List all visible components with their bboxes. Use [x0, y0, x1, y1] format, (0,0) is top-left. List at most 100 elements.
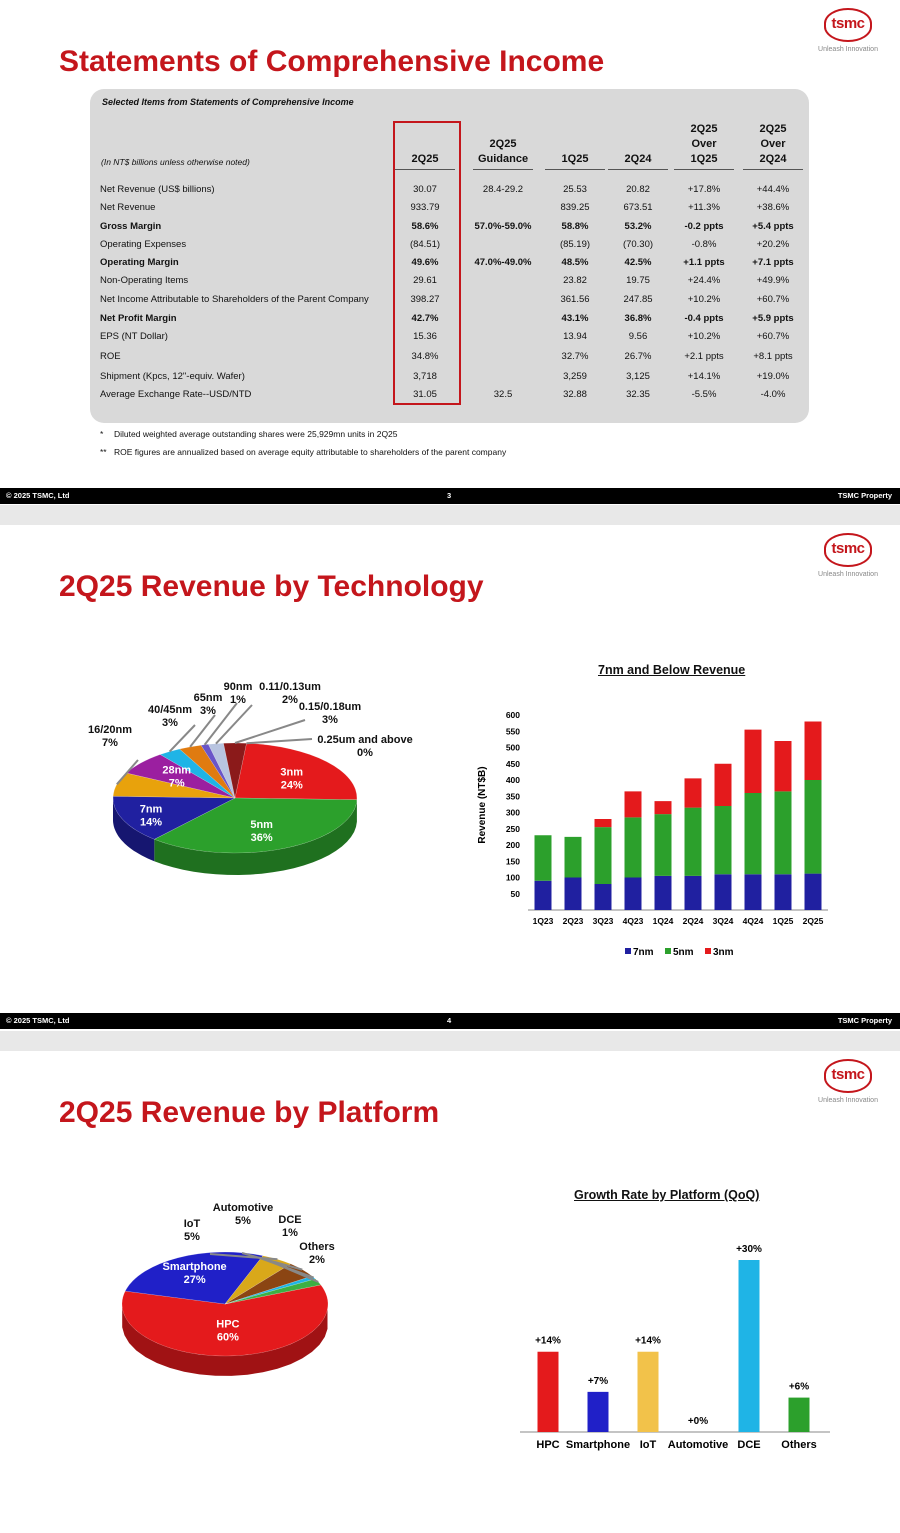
legend-swatch	[665, 948, 671, 954]
bar-segment-7nm	[594, 884, 612, 910]
bar-segment-5nm	[534, 835, 552, 881]
x-tick-label: 1Q23	[533, 916, 554, 926]
bar-segment-5nm	[714, 806, 732, 875]
slice-label: 1%	[230, 694, 246, 706]
x-tick-label: 4Q23	[623, 916, 644, 926]
slice-label: Others	[299, 1241, 334, 1253]
table-row: Shipment (Kpcs, 12"-equiv. Wafer) 3,718 3,…	[100, 371, 800, 389]
table-cell: 839.25	[560, 202, 590, 213]
y-tick-label: 50	[511, 889, 521, 899]
footer: © 2025 TSMC, Ltd 4 TSMC Property	[0, 1013, 900, 1029]
table-cell: +2.1 ppts	[684, 351, 724, 362]
table-cell: 26.7%	[624, 351, 652, 362]
bar-segment-7nm	[744, 874, 762, 910]
table-cell: 32.88	[563, 389, 587, 400]
table-row: Net Revenue (US$ billions) 30.07 28.4-29.2…	[100, 184, 800, 202]
bar-segment-3nm	[684, 778, 702, 808]
slide-gap	[0, 1031, 900, 1051]
column-header: 2Q24	[624, 153, 652, 165]
advanced-node-bar-chart: Revenue (NT$B) 50 100 150 200 250 300 350 400 450…	[477, 710, 828, 958]
table-row: Net Income Attributable to Shareholders …	[100, 294, 800, 312]
x-tick-label: 2Q24	[683, 916, 704, 926]
slice-label: 3%	[162, 717, 178, 729]
logo-tagline: Unleash Innovation	[818, 1097, 878, 1104]
bar	[637, 1351, 659, 1432]
bar-segment-5nm	[774, 791, 792, 875]
bar-segment-3nm	[624, 791, 642, 818]
bar-segment-5nm	[564, 836, 582, 878]
x-tick-label: 1Q25	[773, 916, 794, 926]
slice-label: 3nm	[280, 766, 303, 778]
slice-label: HPC	[216, 1318, 239, 1330]
leader-line	[215, 704, 253, 745]
footnote-mark: *	[100, 429, 104, 439]
footnote-text: Diluted weighted average outstanding sha…	[114, 429, 398, 439]
current-quarter-highlight	[393, 121, 461, 405]
footer: © 2025 TSMC, Ltd 3 TSMC Property	[0, 488, 900, 504]
slice-label: 7nm	[140, 803, 163, 815]
table-row: Gross Margin 58.6% 57.0%-59.0% 58.8% 53.2% -0…	[100, 221, 800, 239]
tsmc-logo: tsmc Unleash Innovation	[808, 1059, 888, 1104]
bar-segment-7nm	[804, 873, 822, 910]
slide-income-statement: Statements of Comprehensive Income tsmc …	[0, 0, 900, 505]
slice-label: 60%	[217, 1331, 239, 1343]
category-label: Others	[781, 1439, 816, 1451]
y-tick-label: 250	[506, 824, 520, 834]
bar-segment-3nm	[654, 801, 672, 815]
table-cell: +60.7%	[756, 294, 790, 305]
table-cell: (85.19)	[559, 239, 591, 250]
table-row: Average Exchange Rate--USD/NTD 31.05 32.5 3…	[100, 389, 800, 407]
row-label: ROE	[100, 351, 121, 362]
table-cell: 398.27	[410, 294, 440, 305]
pie-slice	[179, 744, 236, 799]
row-label: Net Income Attributable to Shareholders …	[100, 294, 369, 305]
slice-label: DCE	[278, 1214, 301, 1226]
slice-label: 65nm	[194, 692, 223, 704]
bar-segment-5nm	[744, 793, 762, 875]
table-cell: +8.1 ppts	[753, 351, 793, 362]
header-underline	[608, 169, 668, 170]
bar-segment-5nm	[804, 780, 822, 874]
logo-tagline: Unleash Innovation	[818, 571, 878, 578]
y-tick-label: 150	[506, 856, 520, 866]
slice-label: 7%	[102, 737, 118, 749]
legend-label: 5nm	[673, 947, 694, 958]
bar	[738, 1260, 760, 1432]
table-cell: 933.79	[410, 202, 440, 213]
bar-segment-5nm	[624, 817, 642, 878]
row-label: Net Profit Margin	[100, 313, 177, 324]
table-row: Non-Operating Items 29.61 23.82 19.75 +24.4%…	[100, 275, 800, 293]
row-label: Net Revenue (US$ billions)	[100, 184, 215, 195]
y-tick-label: 600	[506, 710, 520, 720]
footnote-mark: **	[100, 447, 107, 457]
bar-segment-7nm	[654, 875, 672, 910]
table-cell: 29.61	[413, 275, 437, 286]
slice-label: 24%	[281, 779, 303, 791]
slice-label: IoT	[184, 1218, 201, 1230]
table-cell: 49.6%	[411, 257, 439, 268]
column-header: 2Q25 Guidance	[477, 138, 529, 165]
slice-label: 40/45nm	[148, 704, 192, 716]
value-label: +7%	[588, 1376, 608, 1387]
row-label: Gross Margin	[100, 221, 162, 232]
slice-label: 14%	[140, 816, 162, 828]
category-label: DCE	[737, 1439, 760, 1451]
pie-slice-side	[154, 799, 357, 875]
bar-segment-5nm	[654, 814, 672, 876]
logo-badge: tsmc	[824, 1059, 872, 1093]
pie-slice	[224, 1278, 322, 1305]
table-row: Operating Margin 49.6% 47.0%-49.0% 48.5% 42.…	[100, 257, 800, 275]
table-cell: 32.7%	[561, 351, 589, 362]
income-table-panel: Selected Items from Statements of Compre…	[90, 89, 809, 423]
table-cell: (84.51)	[409, 239, 441, 250]
table-cell: 32.35	[626, 389, 650, 400]
x-tick-label: 2Q25	[803, 916, 824, 926]
table-cell: 48.5%	[561, 257, 589, 268]
slice-label: 36%	[251, 832, 273, 844]
table-cell: +20.2%	[756, 239, 790, 250]
table-cell: 3,125	[626, 371, 650, 382]
value-label: +14%	[635, 1336, 661, 1347]
table-cell: +17.8%	[687, 184, 721, 195]
slice-label: 0.15/0.18um	[299, 701, 362, 713]
slide-revenue-by-technology: 2Q25 Revenue by Technology tsmc Unleash …	[0, 525, 900, 1031]
